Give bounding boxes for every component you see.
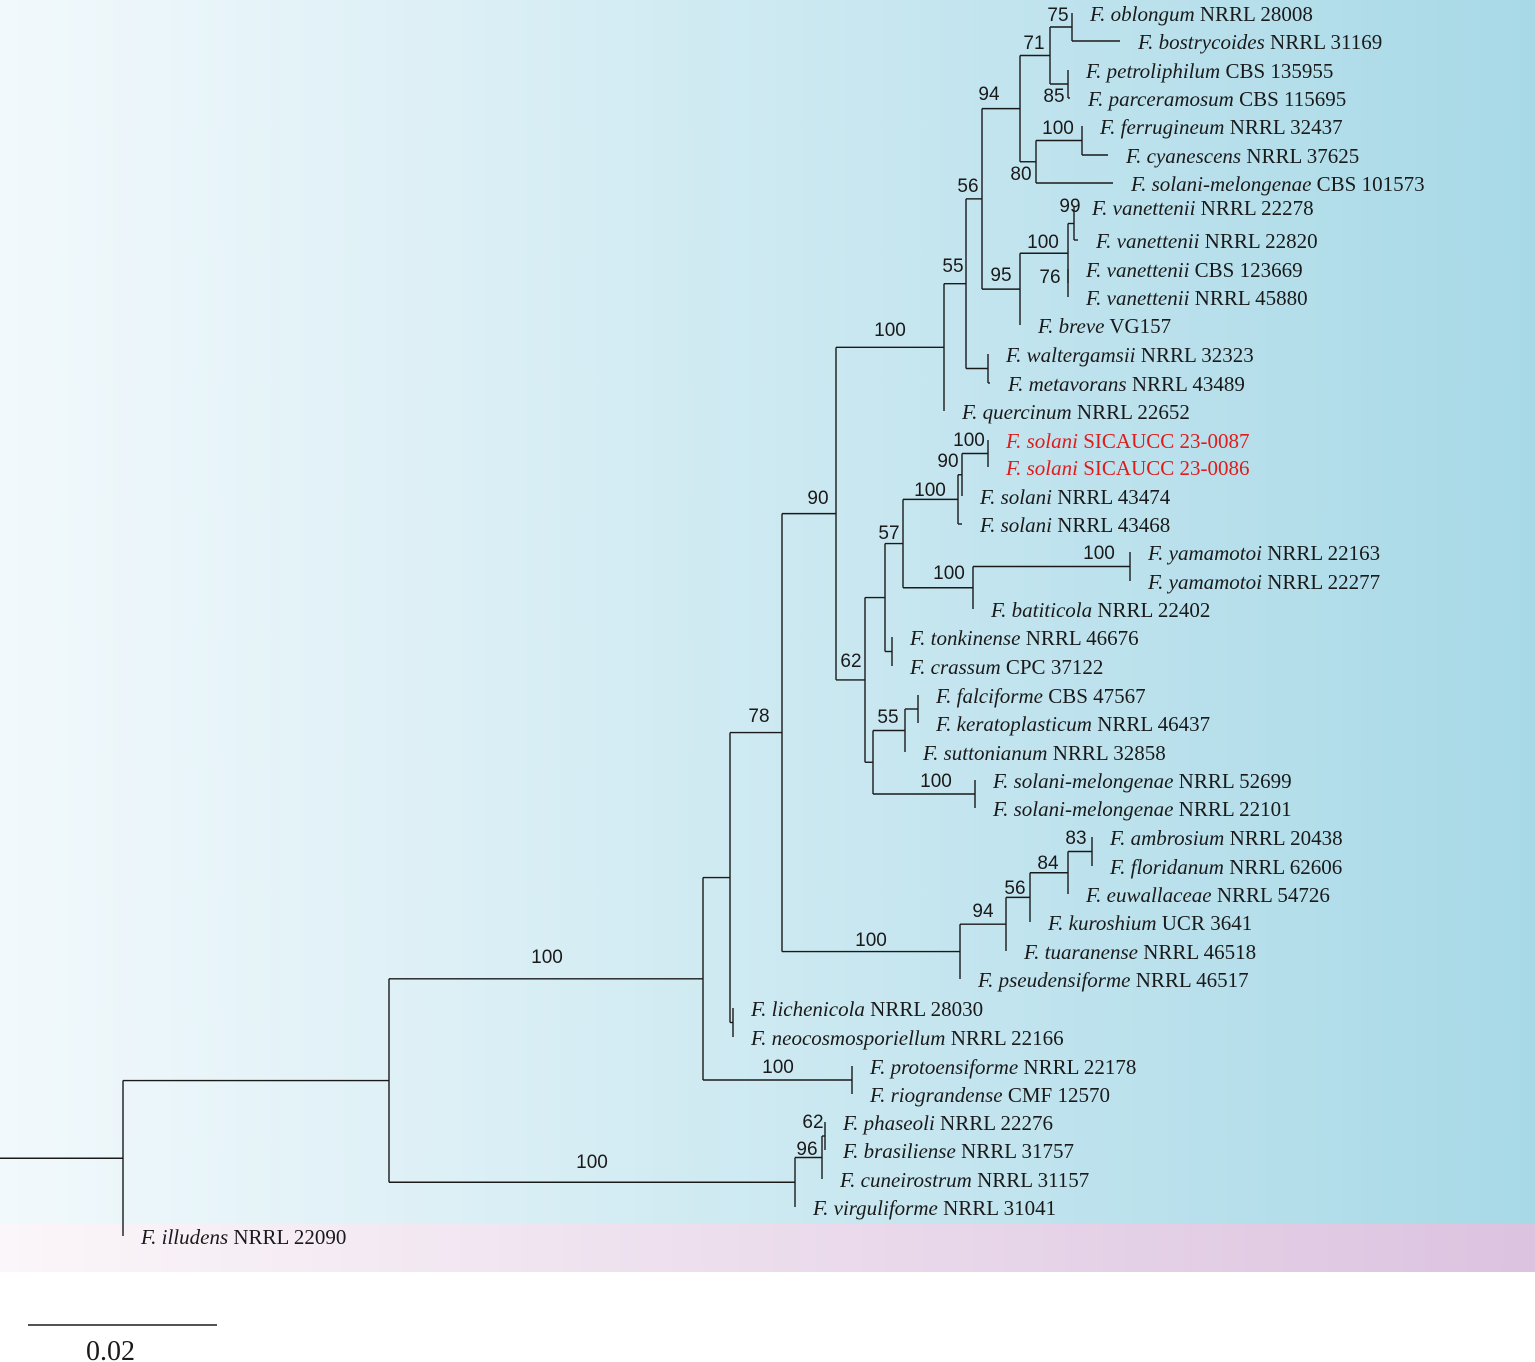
scale-bar-label: 0.02 <box>86 1336 135 1362</box>
taxon-label: F. quercinum NRRL 22652 <box>961 400 1190 424</box>
taxon-label: F. parceramosum CBS 115695 <box>1087 87 1346 111</box>
taxon-label: F. petroliphilum CBS 135955 <box>1085 59 1333 83</box>
bootstrap-value: 76 <box>1039 267 1060 288</box>
bootstrap-value: 100 <box>933 563 965 584</box>
taxon-label: F. falciforme CBS 47567 <box>935 684 1146 708</box>
taxon-label: F. virguliforme NRRL 31041 <box>812 1196 1056 1220</box>
taxon-label: F. solani-melongenae NRRL 22101 <box>992 797 1292 821</box>
bootstrap-value: 100 <box>874 320 906 341</box>
taxon-labels: F. oblongum NRRL 28008 F. bostrycoides NR… <box>140 2 1425 1249</box>
bootstrap-value: 56 <box>1004 878 1025 899</box>
taxon-label: F. ferrugineum NRRL 32437 <box>1099 115 1343 139</box>
taxon-label: F. solani NRRL 43468 <box>979 513 1170 537</box>
taxon-label: F. oblongum NRRL 28008 <box>1089 2 1313 26</box>
bootstrap-value: 94 <box>972 901 994 922</box>
taxon-label: F. pseudensiforme NRRL 46517 <box>977 968 1249 992</box>
taxon-label: F. batiticola NRRL 22402 <box>990 598 1210 622</box>
bootstrap-value: 71 <box>1023 33 1044 54</box>
bootstrap-value: 100 <box>953 430 985 451</box>
taxon-label: F. ambrosium NRRL 20438 <box>1109 826 1343 850</box>
taxon-label: F. solani-melongenae NRRL 52699 <box>992 769 1292 793</box>
taxon-label: F. brasiliense NRRL 31757 <box>842 1139 1074 1163</box>
bootstrap-value: 85 <box>1043 86 1064 107</box>
bootstrap-value: 62 <box>840 651 861 672</box>
bootstrap-value: 100 <box>1083 543 1115 564</box>
bootstrap-value: 57 <box>878 523 899 544</box>
taxon-label: F. cuneirostrum NRRL 31157 <box>839 1168 1089 1192</box>
taxon-label: F. neocosmosporiellum NRRL 22166 <box>750 1026 1064 1050</box>
bootstrap-value: 55 <box>877 707 898 728</box>
taxon-label: F. suttonianum NRRL 32858 <box>922 741 1166 765</box>
bootstrap-value: 100 <box>576 1152 608 1173</box>
taxon-label: F. solani SICAUCC 23-0087 <box>1005 429 1250 453</box>
bootstrap-value: 99 <box>1059 196 1080 217</box>
taxon-label: F. metavorans NRRL 43489 <box>1007 372 1245 396</box>
bootstrap-value: 100 <box>762 1057 794 1078</box>
bootstrap-value: 100 <box>1027 232 1059 253</box>
bootstrap-value: 95 <box>990 265 1011 286</box>
bootstrap-value: 55 <box>942 256 963 277</box>
taxon-label: F. euwallaceae NRRL 54726 <box>1085 883 1330 907</box>
bootstrap-value: 56 <box>957 176 978 197</box>
taxon-label: F. phaseoli NRRL 22276 <box>842 1111 1053 1135</box>
taxon-label: F. vanettenii CBS 123669 <box>1085 258 1303 282</box>
taxon-label: F. kuroshium UCR 3641 <box>1047 911 1252 935</box>
bootstrap-value: 90 <box>807 488 828 509</box>
taxon-label: F. keratoplasticum NRRL 46437 <box>935 712 1210 736</box>
bootstrap-value: 80 <box>1010 164 1031 185</box>
bootstrap-value: 100 <box>855 930 887 951</box>
taxon-label: F. illudens NRRL 22090 <box>140 1225 346 1249</box>
bootstrap-value: 100 <box>1042 118 1074 139</box>
taxon-label: F. protoensiforme NRRL 22178 <box>869 1055 1136 1079</box>
taxon-label: F. riograndense CMF 12570 <box>869 1083 1110 1107</box>
bootstrap-value: 90 <box>937 451 958 472</box>
taxon-label: F. yamamotoi NRRL 22163 <box>1147 541 1380 565</box>
taxon-label: F. tonkinense NRRL 46676 <box>909 626 1139 650</box>
taxon-label: F. lichenicola NRRL 28030 <box>750 997 983 1021</box>
taxon-label: F. cyanescens NRRL 37625 <box>1125 144 1359 168</box>
taxon-label: F. solani SICAUCC 23-0086 <box>1005 456 1250 480</box>
bootstrap-value: 83 <box>1065 828 1086 849</box>
taxon-label: F. breve VG157 <box>1037 314 1171 338</box>
scale-bar: 0.02 <box>28 1324 217 1362</box>
taxon-label: F. crassum CPC 37122 <box>909 655 1103 679</box>
taxon-label: F. yamamotoi NRRL 22277 <box>1147 570 1380 594</box>
bootstrap-value: 62 <box>802 1112 823 1133</box>
bootstrap-value: 75 <box>1047 5 1068 26</box>
bootstrap-value: 100 <box>914 480 946 501</box>
bootstrap-value: 100 <box>531 947 563 968</box>
tree-branches <box>0 13 1131 1236</box>
bootstrap-value: 96 <box>796 1139 817 1160</box>
taxon-label: F. solani NRRL 43474 <box>979 485 1171 509</box>
bootstrap-value: 78 <box>748 706 769 727</box>
taxon-label: F. bostrycoides NRRL 31169 <box>1137 30 1382 54</box>
taxon-label: F. vanettenii NRRL 22820 <box>1095 229 1318 253</box>
taxon-label: F. solani-melongenae CBS 101573 <box>1130 172 1425 196</box>
bootstrap-value: 100 <box>920 771 952 792</box>
bootstrap-values: 7571859410080991007695565510010090100571… <box>531 5 1115 1173</box>
taxon-label: F. tuaranense NRRL 46518 <box>1023 940 1256 964</box>
taxon-label: F. vanettenii NRRL 22278 <box>1091 196 1314 220</box>
outgroup-band <box>0 1224 1535 1272</box>
ingroup-band <box>0 0 1535 1224</box>
bootstrap-value: 84 <box>1037 853 1059 874</box>
bootstrap-value: 94 <box>978 84 1000 105</box>
taxon-label: F. floridanum NRRL 62606 <box>1109 855 1342 879</box>
taxon-label: F. vanettenii NRRL 45880 <box>1085 286 1308 310</box>
taxon-label: F. waltergamsii NRRL 32323 <box>1005 343 1254 367</box>
